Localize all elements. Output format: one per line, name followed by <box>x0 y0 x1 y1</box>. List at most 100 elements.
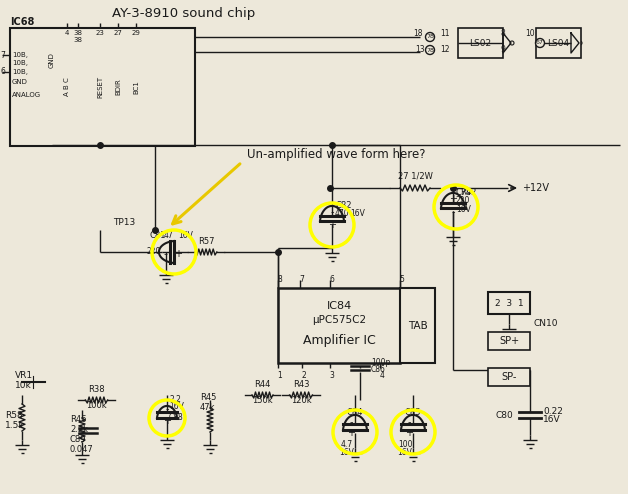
Circle shape <box>426 45 435 54</box>
Text: -: - <box>165 404 169 414</box>
Text: C82: C82 <box>335 201 352 210</box>
Text: C88: C88 <box>169 413 184 422</box>
Text: 7: 7 <box>0 50 5 59</box>
Text: 10B,: 10B, <box>12 60 28 66</box>
Text: 16V: 16V <box>340 448 354 457</box>
Text: SP-: SP- <box>501 372 517 382</box>
Text: -: - <box>407 417 411 427</box>
Text: 27 1/2W: 27 1/2W <box>398 171 433 180</box>
Text: 8: 8 <box>278 275 283 284</box>
Text: 5: 5 <box>399 275 404 284</box>
Text: 10: 10 <box>525 30 535 39</box>
Text: BDIR: BDIR <box>115 79 121 95</box>
Text: μPC575C2: μPC575C2 <box>312 315 366 325</box>
Text: 10k: 10k <box>15 381 32 390</box>
Text: IC84: IC84 <box>327 301 352 311</box>
Text: 16V: 16V <box>456 205 471 214</box>
Text: 78: 78 <box>426 35 434 40</box>
Text: R45: R45 <box>200 393 217 402</box>
Bar <box>536 28 581 58</box>
Text: A B C: A B C <box>64 78 70 96</box>
Text: 16V: 16V <box>350 209 365 218</box>
Text: CN10: CN10 <box>533 319 558 328</box>
Text: 0.22: 0.22 <box>543 407 563 415</box>
Text: 12: 12 <box>440 45 450 54</box>
Text: +: + <box>405 428 413 438</box>
Text: LS02: LS02 <box>469 39 491 47</box>
Bar <box>278 288 400 363</box>
Text: TAB: TAB <box>408 321 428 330</box>
Bar <box>488 292 530 314</box>
Text: C85: C85 <box>405 408 421 417</box>
Text: 6: 6 <box>0 68 5 77</box>
Text: SP+: SP+ <box>499 336 519 346</box>
Text: +12V: +12V <box>522 183 549 193</box>
Text: 10B,: 10B, <box>12 52 28 58</box>
Text: 11: 11 <box>440 30 450 39</box>
Text: 38
38: 38 38 <box>73 30 82 43</box>
Text: 1: 1 <box>278 371 283 380</box>
Text: 7: 7 <box>300 275 305 284</box>
Text: 3: 3 <box>330 371 335 380</box>
Circle shape <box>536 39 544 47</box>
Text: 29: 29 <box>131 30 141 36</box>
Text: C80: C80 <box>495 411 513 419</box>
Text: -: - <box>330 207 333 217</box>
Text: 2  3  1: 2 3 1 <box>495 298 523 307</box>
Text: R42: R42 <box>460 188 476 197</box>
Bar <box>10 28 195 146</box>
Text: 470: 470 <box>335 209 350 218</box>
Text: 16V: 16V <box>543 414 561 423</box>
Text: 27: 27 <box>114 30 122 36</box>
Text: 47k: 47k <box>200 403 215 412</box>
Text: AY-3-8910 sound chip: AY-3-8910 sound chip <box>112 7 255 20</box>
Text: LS04: LS04 <box>547 39 569 47</box>
Text: GND: GND <box>12 79 28 85</box>
Text: 2.2: 2.2 <box>169 395 181 404</box>
Text: 220: 220 <box>456 196 470 205</box>
Text: 100p: 100p <box>371 358 391 367</box>
Text: 4.7: 4.7 <box>341 440 353 449</box>
Text: 47: 47 <box>163 231 173 240</box>
Text: R43: R43 <box>293 380 309 389</box>
Text: +: + <box>163 416 171 426</box>
Text: C84: C84 <box>347 408 363 417</box>
Text: -: - <box>452 207 455 217</box>
Text: 120k: 120k <box>291 396 311 405</box>
Text: VR1: VR1 <box>15 371 33 380</box>
Bar <box>400 288 435 363</box>
Text: 100k: 100k <box>85 401 106 410</box>
Text: 6: 6 <box>330 275 335 284</box>
Text: -: - <box>349 417 353 427</box>
Text: 10B,: 10B, <box>12 69 28 75</box>
Text: -: - <box>163 249 167 259</box>
Text: +: + <box>328 220 336 230</box>
Text: 16V: 16V <box>398 448 413 457</box>
Text: TP13: TP13 <box>113 217 135 227</box>
Text: 78: 78 <box>426 47 434 52</box>
Text: BC1: BC1 <box>133 80 139 94</box>
Text: Un-amplified wave form here?: Un-amplified wave form here? <box>247 148 426 161</box>
Text: R46: R46 <box>70 415 87 424</box>
Text: 150k: 150k <box>252 396 273 405</box>
Text: 1.5k: 1.5k <box>5 421 24 430</box>
Text: IC68: IC68 <box>10 17 35 27</box>
Text: 16V: 16V <box>178 231 193 240</box>
Text: 8: 8 <box>501 30 506 39</box>
Text: R58: R58 <box>5 411 23 420</box>
Text: C89: C89 <box>70 435 87 444</box>
Text: C79: C79 <box>456 188 472 197</box>
Text: ANALOG: ANALOG <box>12 92 41 98</box>
Text: +: + <box>174 249 182 259</box>
Text: 4: 4 <box>379 371 384 380</box>
Text: 18: 18 <box>413 30 423 39</box>
Text: 2: 2 <box>301 371 306 380</box>
Bar <box>488 368 530 386</box>
Text: R38: R38 <box>88 385 104 394</box>
Text: C81: C81 <box>149 231 166 240</box>
Text: R57: R57 <box>198 237 214 246</box>
Text: 16V: 16V <box>169 402 184 411</box>
Text: 100: 100 <box>398 440 412 449</box>
Text: 4: 4 <box>65 30 69 36</box>
Circle shape <box>510 41 514 45</box>
